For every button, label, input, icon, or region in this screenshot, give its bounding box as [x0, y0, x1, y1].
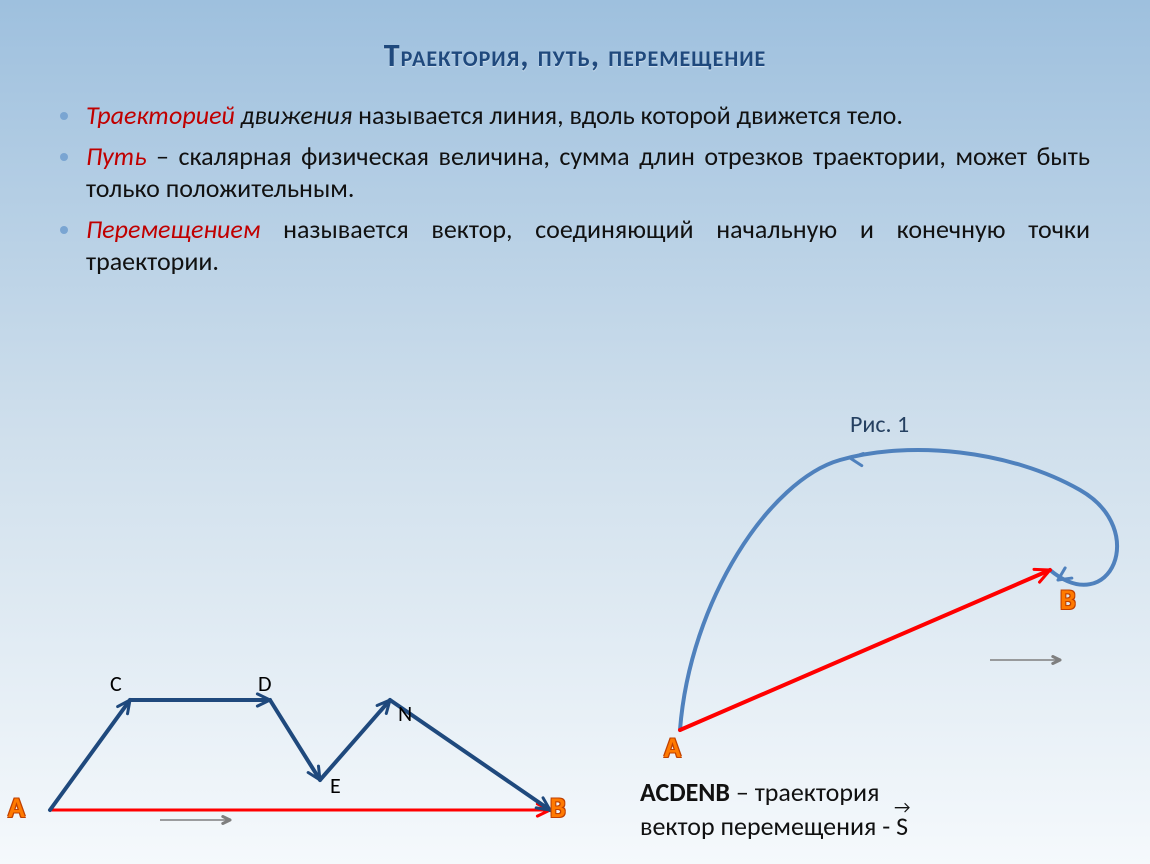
bullet-text: Траекторией движения называется линия, в…	[86, 99, 903, 132]
bullet-dot	[60, 226, 68, 234]
bullet-dot	[60, 112, 68, 120]
point-label-N: N	[398, 700, 412, 727]
bullet-item: Перемещением называется вектор, соединяю…	[60, 213, 1090, 278]
term: Перемещением	[86, 213, 260, 245]
point-label-C: C	[110, 670, 122, 697]
caption-line2-pre: вектор перемещения -	[640, 810, 896, 842]
figure-label: Рис. 1	[850, 410, 909, 439]
term: Траекторией	[86, 99, 235, 131]
bullet-item: Путь – скалярная физическая величина, су…	[60, 140, 1090, 205]
bullet-list: Траекторией движения называется линия, в…	[60, 99, 1090, 278]
caption: ACDENB – траектория вектор перемещения -…	[640, 776, 908, 844]
slide-title: Траектория, путь, перемещение	[0, 0, 1150, 75]
caption-bold: ACDENB	[640, 776, 730, 808]
point-label-D: D	[258, 670, 272, 697]
bullet-text: Путь – скалярная физическая величина, су…	[86, 140, 1090, 205]
bullet-item: Траекторией движения называется линия, в…	[60, 99, 1090, 132]
bullet-dot	[60, 153, 68, 161]
caption-rest: – траектория	[730, 776, 879, 808]
term: Путь	[86, 140, 146, 172]
vector-arrow-over-s: →	[894, 796, 910, 819]
bullet-rest: – скалярная физическая величина, сумма д…	[86, 140, 1090, 205]
point-label-E: E	[330, 772, 341, 799]
diagram-right	[610, 430, 1130, 760]
point-label-B-right: B	[1060, 582, 1076, 617]
caption-line1: ACDENB – траектория	[640, 776, 908, 810]
caption-line2: вектор перемещения - →S	[640, 810, 908, 844]
point-label-B: B	[550, 790, 566, 825]
diagram-left	[20, 640, 580, 840]
term-italic: движения	[241, 99, 352, 131]
point-label-A-right: A	[664, 730, 681, 765]
bullet-text: Перемещением называется вектор, соединяю…	[86, 213, 1090, 278]
point-label-A: A	[8, 790, 25, 825]
bullet-rest: называется линия, вдоль которой движется…	[352, 99, 903, 131]
